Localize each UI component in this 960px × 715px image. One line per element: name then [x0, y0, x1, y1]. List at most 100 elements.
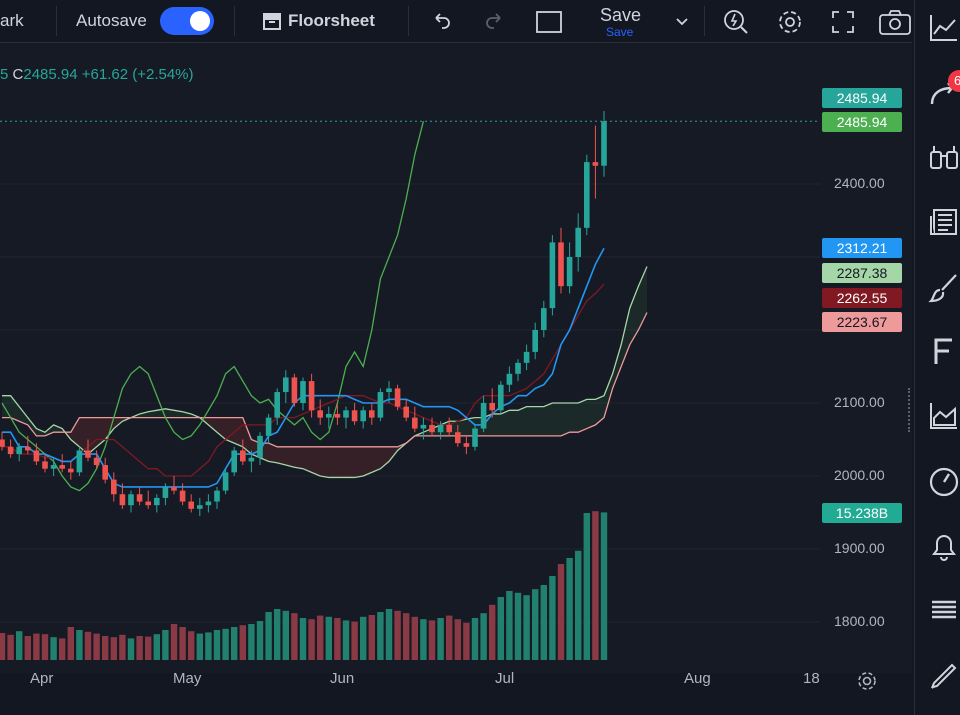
volume-bar: [463, 622, 470, 660]
autosave-toggle[interactable]: [160, 7, 214, 35]
quick-search-icon[interactable]: [722, 8, 750, 36]
undo-icon[interactable]: [430, 9, 454, 33]
layout-icon[interactable]: [535, 9, 563, 35]
chart-line-icon[interactable]: [928, 12, 960, 44]
cloud-segment: [629, 286, 639, 345]
price-tag-span-b: 2223.67: [822, 312, 902, 332]
volume-bar: [84, 631, 92, 660]
volume-bar: [153, 634, 160, 660]
candle-body: [549, 242, 556, 309]
candle-body: [119, 494, 126, 506]
gear-icon[interactable]: [776, 8, 804, 36]
volume-bar: [93, 633, 100, 660]
cloud-segment: [457, 419, 467, 436]
volume-bar: [471, 618, 479, 660]
legend-change: +61.62: [81, 66, 129, 83]
volume-bar: [67, 627, 74, 660]
candle-body: [377, 392, 384, 418]
camera-icon[interactable]: [878, 8, 912, 36]
cloud-segment: [354, 446, 364, 478]
speedometer-icon[interactable]: [928, 466, 960, 498]
symbol-name[interactable]: ark: [0, 11, 24, 30]
cloud-segment: [569, 403, 579, 433]
cloud-segment: [242, 417, 252, 455]
fundamentals-icon[interactable]: [928, 336, 960, 368]
volume-bar: [377, 612, 384, 660]
candle-body: [222, 472, 229, 491]
candle-body: [326, 413, 332, 418]
cloud-segment: [182, 411, 192, 418]
volume-bar: [256, 621, 264, 660]
volume-bar: [59, 638, 66, 660]
x-axis-label: Jul: [495, 670, 515, 687]
cloud-segment: [303, 446, 312, 473]
volume-bar: [274, 609, 281, 660]
cloud-segment: [19, 406, 28, 425]
volume-bar: [437, 618, 444, 660]
binoculars-icon[interactable]: [928, 142, 960, 174]
cloud-segment: [294, 446, 303, 469]
candle-body: [248, 457, 255, 462]
cloud-segment: [363, 446, 372, 476]
candle-body: [446, 424, 452, 433]
volume-bar: [532, 589, 539, 660]
x-axis-label: Apr: [30, 670, 54, 687]
bell-icon[interactable]: [928, 530, 960, 562]
cloud-segment: [561, 403, 570, 436]
volume-bar: [110, 637, 117, 660]
cloud-segment: [174, 410, 183, 418]
candle-body: [394, 388, 401, 407]
floorsheet-button[interactable]: Floorsheet: [262, 0, 375, 42]
candle-body: [197, 505, 203, 509]
legend-prefix: 5: [0, 66, 9, 83]
candle-body: [472, 428, 478, 447]
volume-bar: [334, 618, 341, 660]
list-icon[interactable]: [928, 594, 960, 626]
chevron-down-icon[interactable]: [674, 13, 690, 29]
candle-body: [68, 468, 74, 473]
resize-handle[interactable]: [908, 388, 913, 432]
volume-bar: [351, 621, 358, 660]
volume-bar: [575, 550, 582, 660]
candle-body: [231, 450, 237, 473]
volume-bar: [549, 576, 556, 660]
volume-bar: [205, 632, 212, 660]
gear-icon[interactable]: [856, 670, 878, 692]
volume-bar: [282, 610, 289, 660]
y-axis-label: 2100.00: [834, 394, 885, 410]
volume-bar: [145, 636, 152, 660]
y-axis-label: 1900.00: [834, 540, 885, 556]
price-chart[interactable]: [0, 43, 912, 673]
cloud-segment: [578, 399, 587, 433]
redo-icon[interactable]: [482, 9, 506, 33]
candle-body: [403, 406, 409, 418]
cloud-segment: [380, 446, 389, 469]
pencil-icon[interactable]: [928, 660, 960, 692]
volume-bar: [480, 613, 487, 660]
candle-body: [283, 377, 289, 393]
candle-body: [455, 432, 461, 444]
volume-bar: [523, 595, 530, 660]
volume-bar: [170, 624, 178, 660]
volume-bar: [102, 636, 109, 660]
tenkan-line: [2, 283, 605, 477]
brush-icon[interactable]: [928, 272, 960, 304]
candle-body: [601, 121, 607, 166]
candle-body: [515, 362, 521, 374]
volume-bar: [41, 634, 49, 660]
cloud-segment: [27, 417, 37, 436]
cloud-segment: [208, 417, 217, 433]
candle-body: [0, 439, 5, 447]
volume-bar: [428, 620, 436, 660]
volume-bar: [16, 631, 23, 660]
volume-bar: [162, 630, 169, 660]
fullscreen-icon[interactable]: [830, 9, 856, 35]
volume-bar: [394, 610, 401, 660]
volume-bar: [342, 620, 350, 660]
volume-bar: [188, 631, 195, 660]
area-chart-icon[interactable]: [928, 400, 960, 432]
save-button-label[interactable]: Save: [600, 4, 642, 25]
news-icon[interactable]: [928, 206, 960, 238]
x-axis-label: May: [173, 670, 202, 687]
chart-pane[interactable]: [0, 43, 912, 673]
